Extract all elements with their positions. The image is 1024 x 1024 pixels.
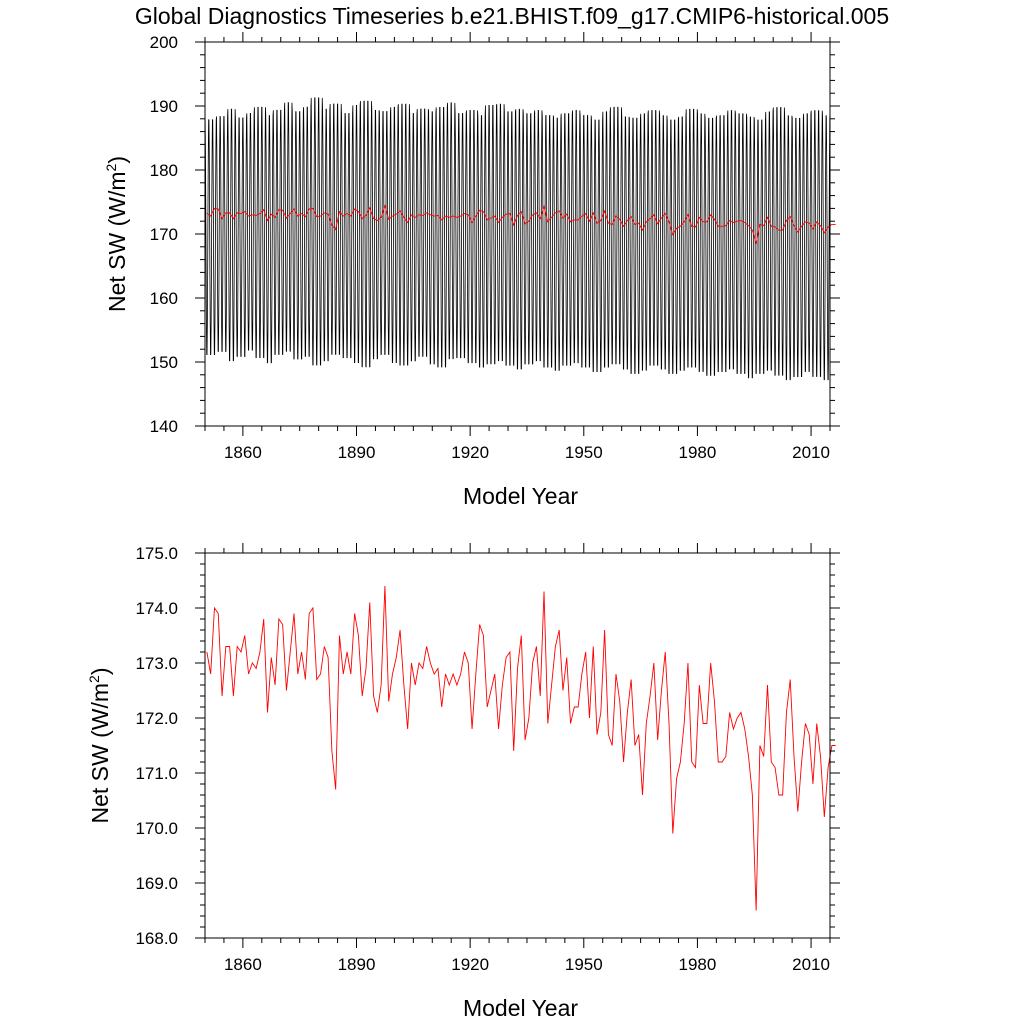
chart1-xtick-label: 2010 [792, 443, 830, 462]
chart2-xtick-label: 1980 [679, 955, 717, 974]
chart1-xaxis-label: Model Year [463, 483, 578, 509]
chart2-ytick-label: 168.0 [135, 929, 178, 948]
chart1-xtick-label: 1980 [679, 443, 717, 462]
chart1-yaxis-label: Net SW (W/m2) [103, 156, 130, 312]
chart1-ytick-label: 160 [150, 289, 178, 308]
chart2-ytick-label: 175.0 [135, 544, 178, 563]
chart1-ytick-label: 140 [150, 417, 178, 436]
chart1-ytick-label: 200 [150, 33, 178, 52]
chart2-yaxis-label: Net SW (W/m2) [86, 667, 113, 823]
chart1-ytick-label: 150 [150, 353, 178, 372]
chart1-ytick-label: 180 [150, 161, 178, 180]
chart1-xtick-label: 1920 [451, 443, 489, 462]
chart2-ytick-label: 172.0 [135, 709, 178, 728]
chart2-xtick-label: 1950 [565, 955, 603, 974]
chart2-ytick-label: 171.0 [135, 764, 178, 783]
chart2-ytick-label: 174.0 [135, 599, 178, 618]
chart2-ytick-label: 169.0 [135, 874, 178, 893]
chart1-ytick-label: 170 [150, 225, 178, 244]
chart1-xtick-label: 1860 [224, 443, 262, 462]
chart1-xtick-label: 1950 [565, 443, 603, 462]
chart2-xtick-label: 1860 [224, 955, 262, 974]
chart2-ytick-label: 173.0 [135, 654, 178, 673]
chart2-ytick-label: 170.0 [135, 819, 178, 838]
chart2-xtick-label: 2010 [792, 955, 830, 974]
figure-title: Global Diagnostics Timeseries b.e21.BHIS… [134, 3, 890, 29]
chart1-series-monthly-line [204, 97, 831, 381]
chart2-xaxis-label: Model Year [463, 995, 578, 1021]
chart2-plot-frame [204, 552, 831, 939]
chart2-series-annual-mean-line [206, 585, 836, 911]
chart1-series-annual-mean-line [206, 204, 836, 244]
chart2-xtick-label: 1920 [451, 955, 489, 974]
chart2-xtick-label: 1890 [338, 955, 376, 974]
chart1-ytick-label: 190 [150, 97, 178, 116]
chart1-xtick-label: 1890 [338, 443, 376, 462]
